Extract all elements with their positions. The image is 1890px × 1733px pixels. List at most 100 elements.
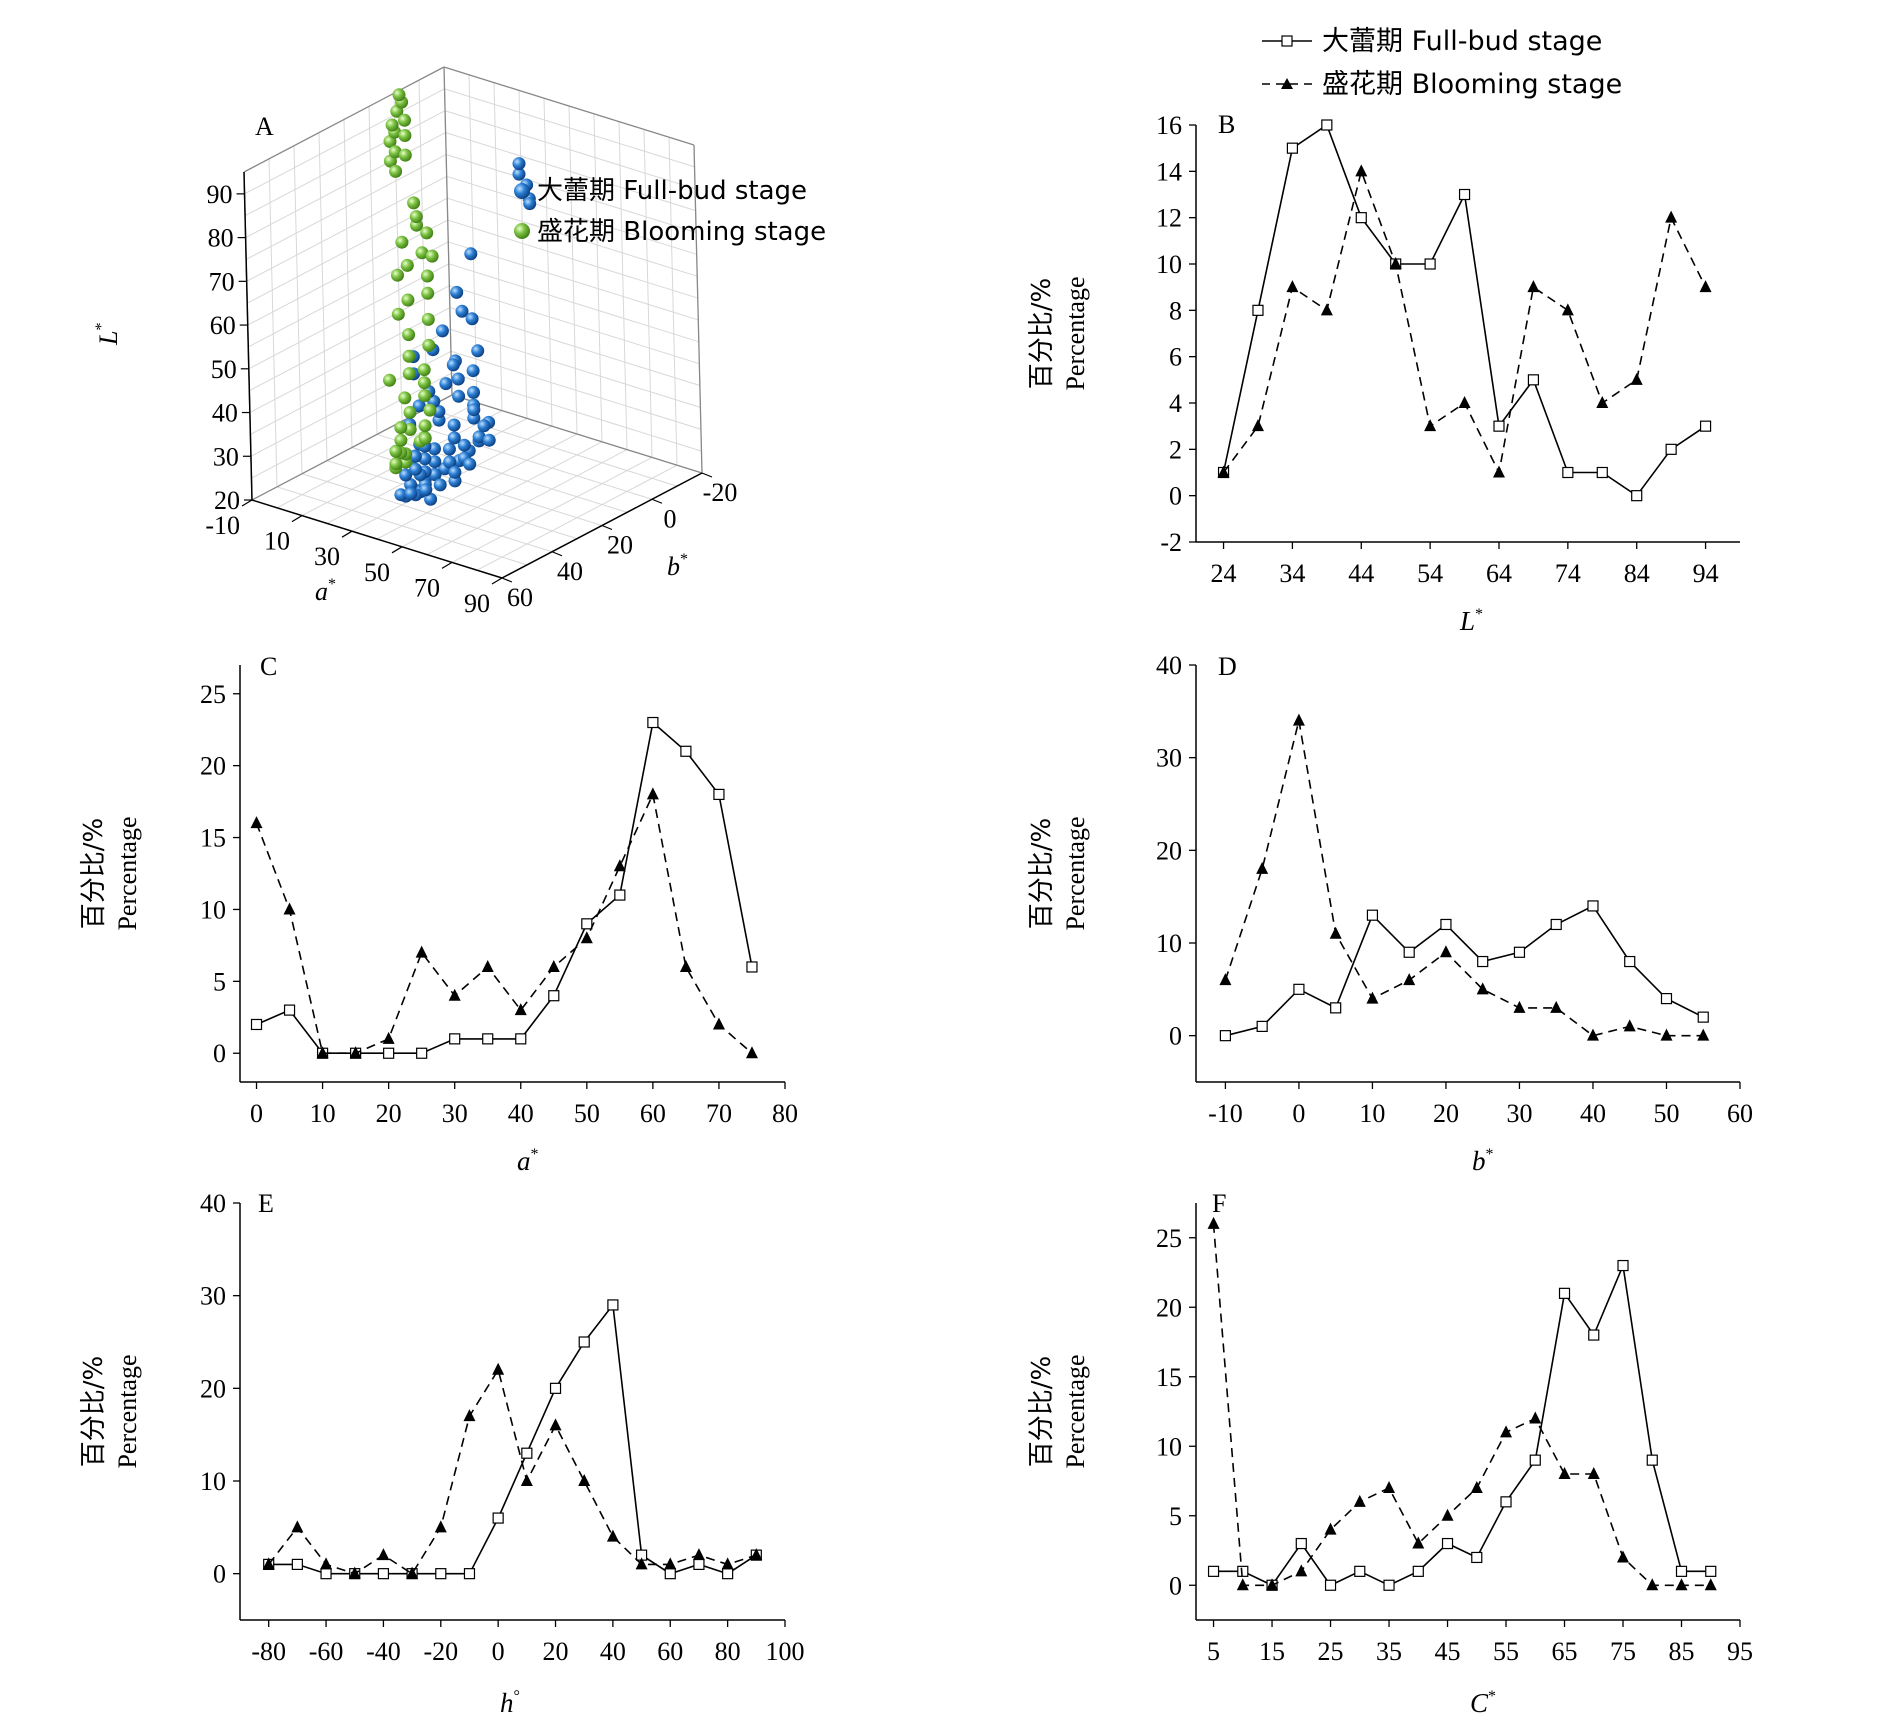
panel-f-full-bud-point — [1588, 1329, 1600, 1341]
panel-d-blooming-point — [1586, 1028, 1599, 1041]
panel-d-blooming-point — [1256, 861, 1269, 874]
panel-e-blooming-point — [377, 1548, 390, 1561]
panel-c-blooming-point — [580, 931, 593, 944]
panel-f-y-tick-label: 25 — [1156, 1224, 1182, 1253]
panel-f-blooming-point — [1412, 1536, 1425, 1549]
panel-f-full-bud-point — [1500, 1496, 1512, 1508]
panel-e-y-tick-label: 10 — [200, 1467, 226, 1496]
panel-c-blooming-point — [283, 902, 296, 915]
panel-a-full-bud-point — [457, 438, 471, 452]
global-legend: 大蕾期 Full-bud stage 盛花期 Blooming stage — [1262, 26, 1622, 100]
panel-d-full-bud-point — [1256, 1020, 1268, 1033]
panel-a-back-grid — [451, 372, 702, 452]
panel-e-y-tick-label: 40 — [200, 1189, 226, 1218]
panel-d-blooming-point — [1476, 982, 1489, 995]
panel-f-letter: F — [1212, 1189, 1226, 1218]
panel-f-blooming-point — [1587, 1467, 1600, 1480]
panel-c-blooming-point — [679, 959, 692, 972]
panel-a-side-grid — [244, 110, 446, 217]
panel-b-y-tick-label: 10 — [1156, 250, 1182, 279]
panel-e-y-tick-label: 0 — [213, 1560, 226, 1589]
panel-a-side-grid — [245, 154, 447, 260]
panel-a-z-axis — [243, 171, 253, 501]
panel-a-blooming-point — [398, 148, 412, 162]
panel-f-blooming-point — [1558, 1467, 1571, 1480]
panel-f-x-tick-label: 85 — [1669, 1637, 1695, 1666]
panel-e-blooming-point — [549, 1418, 562, 1431]
panel-c-y-tick-label: 10 — [200, 895, 226, 924]
panel-a-side-grid — [318, 132, 328, 461]
panel-f-ylabel-en: Percentage — [1061, 1354, 1090, 1468]
panel-c-letter: C — [260, 652, 277, 681]
panel-a-side-grid — [250, 328, 451, 435]
panel-b-x-tick-label: 24 — [1211, 559, 1237, 588]
panel-a-3d-scatter: A -10 10 30 50 70 90 -20 0 20 40 60 20 30 40 50 60 70 80 9… — [93, 66, 826, 618]
panel-a-x-tick — [341, 530, 353, 538]
panel-a-edge — [251, 394, 453, 501]
panel-a-zlabel: L* — [93, 323, 123, 346]
panel-a-y-tick — [651, 498, 663, 504]
panel-d-blooming-point — [1329, 926, 1342, 939]
panel-a-z-tick-label: 20 — [214, 486, 240, 515]
panel-d-blooming-line — [1224, 720, 1704, 1037]
panel-f-blooming-point — [1236, 1578, 1249, 1591]
panel-c-xlabel: a* — [517, 1146, 539, 1176]
panel-a-legend-green-marker — [514, 223, 530, 239]
panel-f-blooming-point — [1675, 1578, 1688, 1591]
panel-e-blooming-point — [348, 1566, 361, 1579]
panel-e-blooming-point — [578, 1474, 591, 1486]
panel-c-full-bud-point — [449, 1033, 461, 1045]
panel-a-z-tick-label: 30 — [213, 442, 239, 471]
panel-b-blooming-point — [1527, 280, 1540, 293]
panel-e-y-tick-label: 20 — [200, 1374, 226, 1403]
panel-a-blooming-point — [401, 293, 415, 307]
panel-b-full-bud-point — [1286, 142, 1299, 154]
panel-c-full-bud-point — [746, 961, 758, 973]
panel-c-x-tick-label: 0 — [250, 1099, 263, 1128]
panel-d-blooming-point — [1292, 713, 1305, 726]
panel-b-y-tick-label: 14 — [1156, 157, 1182, 186]
panel-b-full-bud-point — [1458, 188, 1471, 201]
panel-f-blooming-point — [1383, 1480, 1396, 1493]
panel-b-ylabel-en: Percentage — [1061, 276, 1090, 390]
panel-f-full-bud-point — [1529, 1454, 1541, 1466]
legend-blooming-label: 盛花期 Blooming stage — [1322, 69, 1622, 100]
panel-a-blooming-point — [389, 457, 403, 471]
panel-d-x-tick-label: 50 — [1653, 1099, 1679, 1128]
panel-c-blooming-point — [514, 1003, 527, 1016]
panel-e-full-bud-point — [722, 1568, 734, 1580]
panel-a-back-grid — [450, 350, 702, 430]
panel-c-blooming-point — [745, 1046, 758, 1059]
panel-f-full-bud-point — [1558, 1287, 1571, 1299]
panel-c-blooming-point — [448, 988, 461, 1001]
panel-d-blooming-point — [1623, 1019, 1636, 1032]
panel-a-legend-blue-marker — [514, 183, 530, 199]
panel-c-x-tick-label: 50 — [574, 1099, 600, 1128]
panel-e-full-bud-point — [377, 1568, 390, 1580]
panel-a-full-bud-point — [442, 442, 456, 456]
panel-d-full-bud-point — [1403, 946, 1415, 958]
panel-e-line-chart: E 0 10 20 30 40 -80 -60 -40 -20 0 20 40 60 80 100 h° 百分比/… — [79, 1189, 805, 1718]
panel-e-full-bud-point — [521, 1447, 533, 1459]
panel-a-side-grid — [251, 372, 452, 479]
panel-b-full-bud-point — [1665, 443, 1677, 455]
panel-a-side-grid — [249, 285, 450, 392]
panel-b-full-bud-point — [1527, 374, 1540, 386]
panel-a-blooming-point — [394, 433, 408, 447]
panel-e-xlabel: h° — [500, 1688, 520, 1718]
panel-f-x-tick-label: 25 — [1318, 1637, 1344, 1666]
panel-a-points — [383, 88, 537, 506]
panel-a-blooming-point — [395, 235, 409, 249]
panel-a-z-tick-label: 60 — [210, 311, 236, 340]
panel-b-full-bud-point — [1355, 212, 1367, 224]
panel-c-blooming-point — [316, 1046, 329, 1059]
panel-c-full-bud-point — [581, 918, 593, 930]
panel-a-x-tick — [291, 515, 303, 523]
panel-b-x-tick-label: 74 — [1555, 559, 1581, 588]
panel-a-blooming-point — [402, 349, 416, 363]
panel-b-blooming-point — [1630, 372, 1643, 385]
panel-e-blooming-point — [463, 1409, 476, 1422]
panel-a-full-bud-point — [419, 483, 433, 497]
panel-c-full-bud-point — [515, 1033, 527, 1045]
panel-d-x-tick-label: 0 — [1292, 1099, 1305, 1128]
